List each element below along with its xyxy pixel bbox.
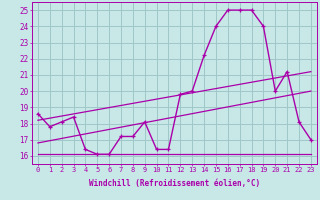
X-axis label: Windchill (Refroidissement éolien,°C): Windchill (Refroidissement éolien,°C) bbox=[89, 179, 260, 188]
